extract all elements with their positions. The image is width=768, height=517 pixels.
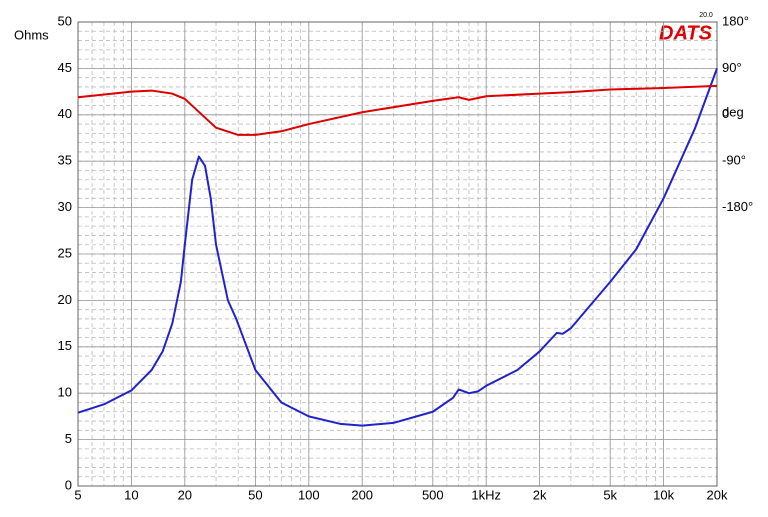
- y-tick-label: 0: [65, 477, 72, 492]
- x-tick-label: 500: [422, 487, 444, 502]
- data-line: [77, 68, 718, 427]
- y-axis-label: Ohms: [14, 27, 49, 42]
- y-tick-label: 15: [58, 338, 72, 353]
- x-tick-label: 100: [298, 487, 320, 502]
- x-tick-label: 10: [124, 487, 138, 502]
- y2-tick-label: -90°: [722, 153, 746, 168]
- y2-axis-label: deg: [722, 104, 744, 119]
- y-tick-label: 35: [58, 153, 72, 168]
- logo: DATS: [659, 22, 713, 44]
- y-tick-label: 45: [58, 60, 72, 75]
- y2-tick-label: 90°: [722, 60, 742, 75]
- y-tick-label: 25: [58, 245, 72, 260]
- y-tick-label: 30: [58, 199, 72, 214]
- x-tick-label: 10k: [653, 487, 674, 502]
- logo-version: 20.0: [699, 12, 713, 19]
- x-tick-label: 5k: [603, 487, 617, 502]
- y2-tick-label: -180°: [722, 199, 753, 214]
- x-tick-label: 20k: [707, 487, 728, 502]
- x-tick-label: 200: [351, 487, 373, 502]
- x-tick-label: 20: [178, 487, 192, 502]
- x-tick-label: 5: [74, 487, 81, 502]
- x-tick-label: 1kHz: [471, 487, 501, 502]
- data-line: [77, 84, 718, 136]
- x-tick-label: 2k: [533, 487, 547, 502]
- y2-tick-label: 0: [722, 106, 729, 121]
- x-tick-label: 50: [248, 487, 262, 502]
- y-tick-label: 5: [65, 431, 72, 446]
- y2-tick-label: 180°: [722, 13, 749, 28]
- y-tick-label: 10: [58, 385, 72, 400]
- plot-frame: [77, 21, 718, 487]
- y-tick-label: 50: [58, 13, 72, 28]
- y-tick-label: 20: [58, 292, 72, 307]
- y-tick-label: 40: [58, 106, 72, 121]
